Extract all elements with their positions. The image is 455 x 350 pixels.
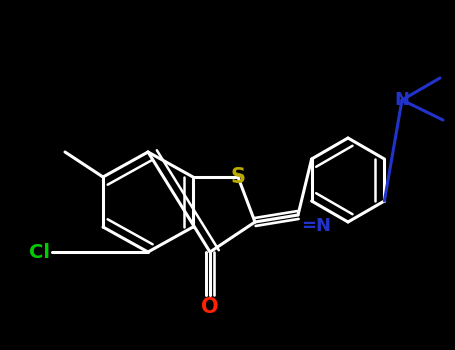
Text: Cl: Cl [29,243,50,261]
Text: O: O [201,297,219,317]
Text: =N: =N [301,217,331,235]
Text: N: N [394,91,410,109]
Text: S: S [231,167,246,187]
